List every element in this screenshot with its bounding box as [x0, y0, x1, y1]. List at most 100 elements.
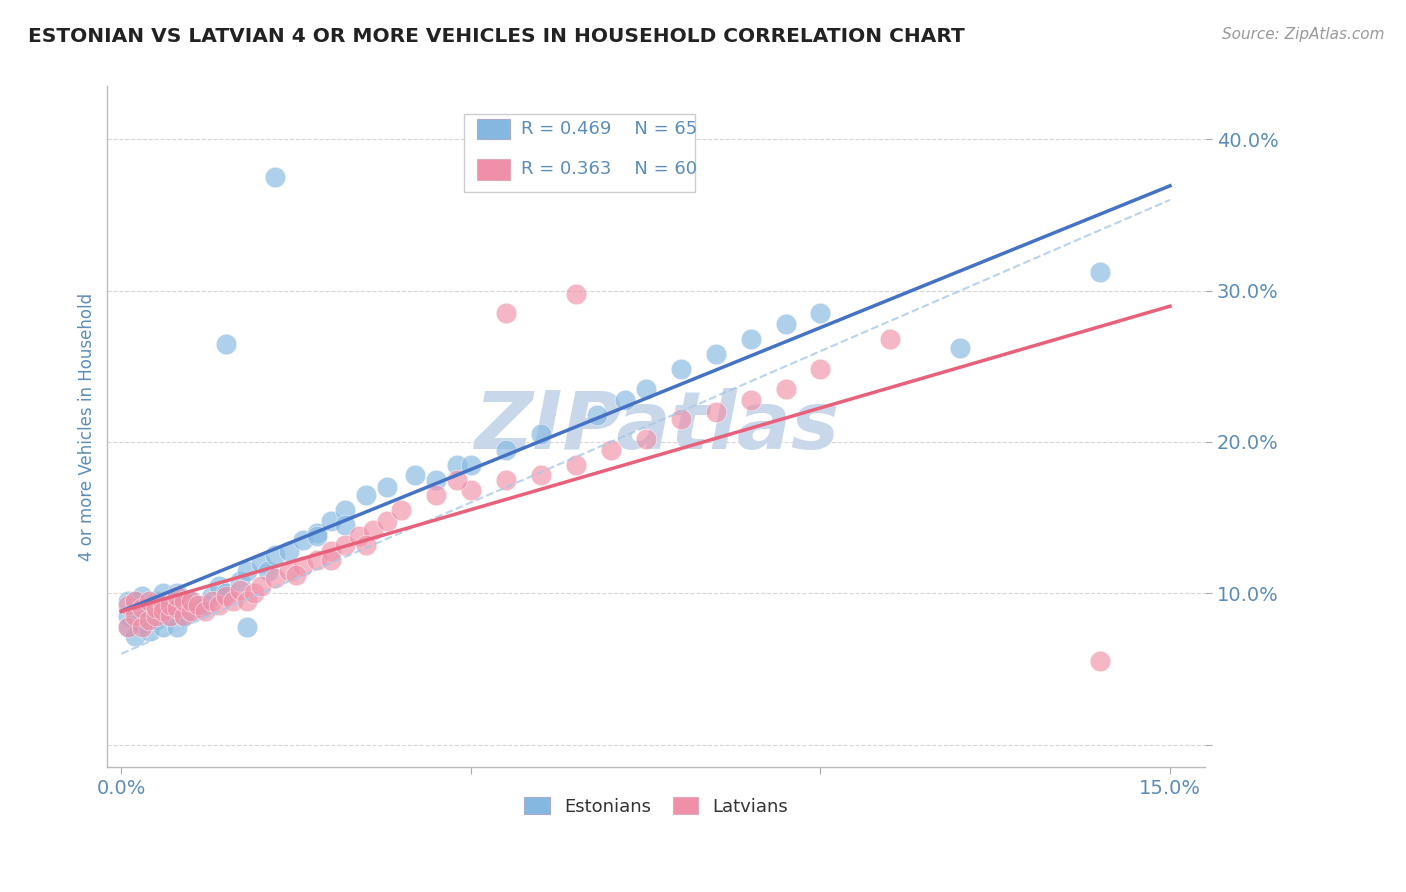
Point: [166, 601, 188, 615]
Point: [810, 362, 832, 376]
Point: [307, 529, 329, 543]
Point: [460, 483, 482, 498]
Point: [740, 392, 762, 407]
Point: [229, 583, 252, 598]
Point: [131, 601, 153, 615]
Point: [585, 408, 607, 422]
Point: [180, 594, 202, 608]
Point: [201, 589, 224, 603]
Point: [949, 341, 972, 355]
Point: [530, 427, 553, 442]
Point: [166, 586, 188, 600]
Point: [145, 604, 167, 618]
Point: [124, 594, 146, 608]
Point: [173, 594, 195, 608]
Point: [166, 619, 188, 633]
Point: [264, 549, 287, 563]
Point: [375, 514, 398, 528]
Point: [145, 594, 167, 608]
Point: [460, 458, 482, 472]
Point: [166, 599, 188, 613]
Point: [180, 604, 202, 618]
Point: [159, 599, 181, 613]
Point: [243, 586, 266, 600]
Point: [131, 609, 153, 624]
Point: [159, 594, 181, 608]
Point: [285, 568, 308, 582]
Point: [879, 332, 901, 346]
Point: [634, 382, 657, 396]
Point: [264, 170, 287, 185]
Point: [159, 609, 181, 624]
Point: [124, 604, 146, 618]
Point: [215, 589, 238, 603]
Point: [173, 609, 195, 624]
Point: [669, 412, 692, 426]
Point: [347, 529, 370, 543]
Point: [425, 473, 447, 487]
Point: [215, 586, 238, 600]
Point: [159, 609, 181, 624]
Point: [250, 556, 273, 570]
Point: [117, 619, 139, 633]
Point: [131, 599, 153, 613]
Point: [530, 468, 553, 483]
Point: [740, 332, 762, 346]
Point: [180, 594, 202, 608]
Point: [117, 619, 139, 633]
Point: [565, 286, 588, 301]
Point: [138, 601, 160, 615]
Point: [173, 609, 195, 624]
Point: [704, 405, 727, 419]
Point: [208, 599, 231, 613]
Point: [201, 594, 224, 608]
Point: [775, 382, 797, 396]
Point: [810, 306, 832, 320]
Text: ZIPatlas: ZIPatlas: [474, 388, 838, 466]
Point: [208, 579, 231, 593]
Point: [117, 609, 139, 624]
Point: [138, 594, 160, 608]
Point: [319, 514, 342, 528]
Point: [333, 503, 356, 517]
Point: [354, 488, 377, 502]
Text: R = 0.363    N = 60: R = 0.363 N = 60: [522, 161, 697, 178]
Point: [634, 432, 657, 446]
Point: [131, 616, 153, 631]
Point: [333, 538, 356, 552]
Point: [775, 317, 797, 331]
Point: [152, 599, 174, 613]
Point: [117, 599, 139, 613]
Point: [425, 488, 447, 502]
Point: [307, 525, 329, 540]
Point: [264, 571, 287, 585]
Point: [704, 347, 727, 361]
Point: [222, 594, 245, 608]
Point: [152, 619, 174, 633]
Point: [319, 553, 342, 567]
Point: [138, 624, 160, 638]
Text: R = 0.469    N = 65: R = 0.469 N = 65: [522, 120, 697, 138]
Point: [173, 594, 195, 608]
Point: [152, 586, 174, 600]
Point: [117, 594, 139, 608]
Point: [565, 458, 588, 472]
Point: [194, 604, 217, 618]
Point: [194, 599, 217, 613]
Point: [1088, 265, 1111, 279]
Point: [495, 306, 517, 320]
Point: [236, 619, 259, 633]
Point: [354, 538, 377, 552]
Point: [613, 392, 636, 407]
Point: [187, 599, 209, 613]
FancyBboxPatch shape: [477, 119, 510, 139]
Point: [124, 594, 146, 608]
Point: [229, 574, 252, 589]
Point: [599, 442, 621, 457]
Point: [138, 614, 160, 628]
Point: [307, 553, 329, 567]
Point: [250, 579, 273, 593]
Point: [187, 601, 209, 615]
Text: Source: ZipAtlas.com: Source: ZipAtlas.com: [1222, 27, 1385, 42]
FancyBboxPatch shape: [464, 113, 695, 192]
